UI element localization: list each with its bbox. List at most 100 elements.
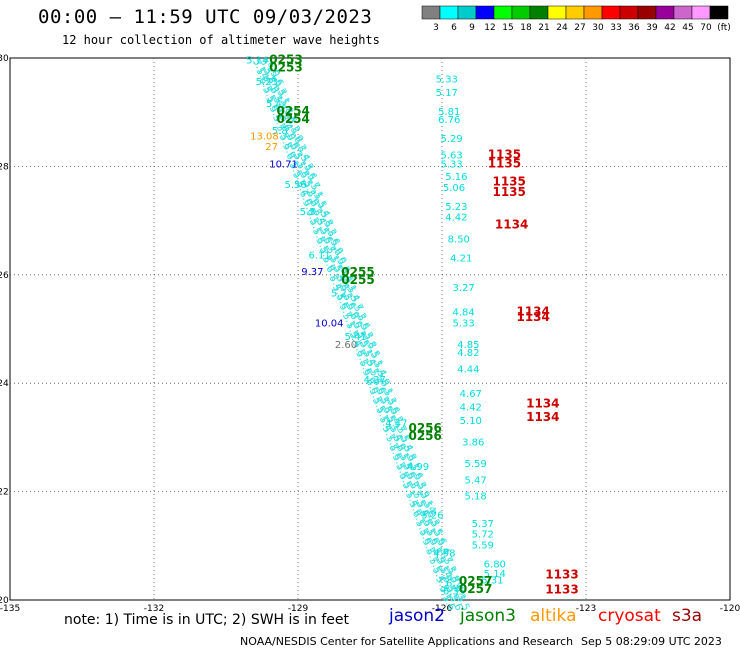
y-tick-label: 20 [0, 596, 9, 606]
pass-id-label: 0256 [408, 421, 441, 435]
legend-swatch [421, 5, 441, 20]
wave-height-point: 5.63 [440, 150, 462, 161]
wave-height-point: 3.27 [452, 283, 474, 294]
footer-credit: NOAA/NESDIS Center for Satellite Applica… [240, 635, 574, 648]
wave-height-point: 5.3 [300, 207, 316, 218]
pass-id-label: 0253 [269, 52, 302, 66]
pass-id-label: 0257 [459, 574, 492, 588]
legend-label: 12 [484, 23, 495, 33]
chart-subtitle: 12 hour collection of altimeter wave hei… [62, 33, 380, 47]
legend-label: 3 [433, 23, 439, 33]
wave-height-point: 5.26 [421, 511, 443, 522]
footer-note: note: 1) Time is in UTC; 2) SWH is in fe… [64, 612, 350, 628]
x-tick-label: -120 [720, 604, 740, 614]
legend-label: 27 [574, 23, 585, 33]
legend-label: 18 [520, 23, 532, 33]
pass-id-label: 1134 [516, 310, 549, 324]
legend-swatch [673, 5, 693, 20]
footer-timestamp: Sep 5 08:29:09 UTC 2023 [581, 635, 722, 648]
y-tick-label: 26 [0, 271, 9, 281]
pass-id-label: 1133 [545, 567, 578, 581]
legend-swatch [493, 5, 513, 20]
wave-height-point: 13.08 [250, 131, 279, 142]
wave-height-point: 5.8 [272, 126, 288, 137]
wave-height-point: 5.81 [438, 107, 460, 118]
wave-height-point: 4.21 [450, 253, 472, 264]
wave-height-point: 5.29 [440, 134, 462, 145]
wave-height-point: 6.2 [446, 578, 462, 589]
pass-id-label: 0255 [341, 265, 374, 279]
legend-swatch [547, 5, 567, 20]
satellite-label-jason2: jason2 [389, 606, 445, 626]
wave-height-point: 5.33 [440, 159, 462, 170]
legend-swatch [637, 5, 657, 20]
wave-height-point: 6.76 [438, 115, 460, 126]
legend-label: 70 [700, 23, 712, 33]
pass-id-label: 0255 [341, 273, 374, 287]
legend-swatch [691, 5, 711, 20]
pass-id-label: 1134 [526, 410, 559, 424]
wave-height-point: 5.14 [246, 55, 268, 66]
legend-label: (ft) [717, 23, 731, 33]
satellite-label-cryosat: cryosat [598, 606, 661, 626]
pass-id-label: 0257 [459, 582, 492, 596]
wave-height-point: 4.98 [433, 549, 455, 560]
wave-height-point: 2.60 [335, 340, 357, 351]
wave-height-point: 5.59 [464, 459, 486, 470]
x-tick-label: -135 [0, 604, 20, 614]
wave-height-point: 4.84 [452, 307, 474, 318]
wave-height-point: 5.47 [464, 475, 486, 486]
satellite-label-altika: altika [530, 606, 577, 626]
pass-id-label: 1134 [526, 397, 559, 411]
wave-height-point: 5.31 [481, 576, 503, 587]
wave-height-point: 5.72 [472, 530, 494, 541]
wave-height-point: 4.42 [445, 213, 467, 224]
legend-label: 9 [469, 23, 475, 33]
y-tick-label: 22 [0, 488, 9, 498]
legend-label: 45 [682, 23, 693, 33]
x-tick-label: -123 [576, 604, 596, 614]
pass-id-label: 1135 [488, 147, 521, 161]
pass-id-label: 1135 [488, 156, 521, 170]
wave-height-point: 5.10 [460, 416, 482, 427]
pass-id-label: 0254 [276, 112, 309, 126]
wave-height-point: 4.37 [364, 375, 386, 386]
wave-height-point: 5.59 [472, 541, 494, 552]
wave-height-point: 6.35 [443, 587, 465, 598]
legend-swatch [619, 5, 639, 20]
pass-id-label: 1133 [545, 582, 578, 596]
pass-id-label: 1135 [492, 174, 525, 188]
wave-height-point: 5.17 [436, 88, 458, 99]
legend-swatch [457, 5, 477, 20]
legend-swatch [583, 5, 603, 20]
wave-height-point: 8.50 [448, 234, 470, 245]
legend-label: 6 [451, 23, 457, 33]
wave-height-point: 5.16 [445, 172, 467, 183]
x-tick-label: -129 [288, 604, 309, 614]
pass-id-label: 0254 [276, 104, 309, 118]
satellite-label-jason3: jason3 [460, 606, 516, 626]
pass-id-label: 0256 [408, 429, 441, 443]
pass-id-label: 1135 [492, 185, 525, 199]
legend-swatch [439, 5, 459, 20]
wave-height-point: 4.85 [457, 340, 479, 351]
legend-swatch [709, 5, 729, 20]
x-tick-label: -132 [144, 604, 164, 614]
legend-label: 42 [664, 23, 675, 33]
wave-height-point: 5.33 [452, 318, 474, 329]
legend-label: 39 [646, 23, 658, 33]
wave-height-point: 5.37 [472, 519, 494, 530]
pass-id-label: 1134 [495, 218, 528, 232]
pass-id-label: 0253 [269, 61, 302, 75]
wave-height-point: 4.99 [407, 462, 429, 473]
y-tick-label: 28 [0, 162, 9, 172]
wave-height-point: 9.37 [301, 267, 323, 278]
wave-height-point: 10.71 [269, 159, 298, 170]
y-tick-label: 24 [0, 379, 9, 389]
wave-height-point: 5.56 [284, 180, 306, 191]
legend-swatch [475, 5, 495, 20]
wave-height-point: 4.44 [457, 364, 479, 375]
legend-swatch [511, 5, 531, 20]
legend-swatch [529, 5, 549, 20]
